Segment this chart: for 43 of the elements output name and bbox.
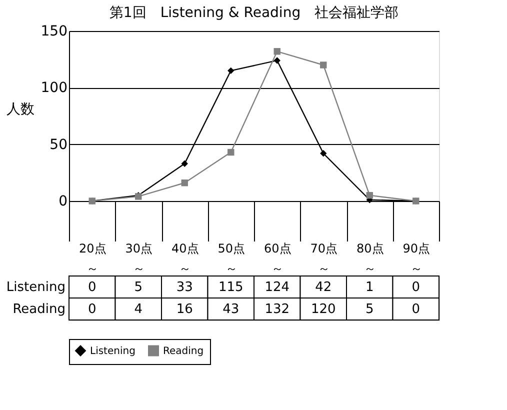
x-tick-label: 80点～ [356, 242, 384, 276]
data-label: 0 [412, 302, 420, 317]
data-label: 124 [264, 280, 290, 295]
data-label: 1 [365, 280, 374, 295]
point [320, 150, 327, 157]
data-label: 4 [134, 302, 143, 317]
y-tick-label: 100 [40, 80, 68, 96]
data-label: 16 [176, 302, 193, 317]
text: Reading [12, 302, 66, 317]
point [274, 48, 280, 55]
data-label: 0 [412, 280, 420, 295]
point [181, 160, 188, 167]
data-label: 43 [222, 302, 240, 317]
x-tick-label: 30点～ [125, 242, 153, 276]
data-label: 5 [134, 280, 143, 295]
data-label: 120 [310, 302, 336, 317]
point [320, 62, 327, 68]
data-label: 0 [88, 302, 96, 317]
chart-title: 第1回 Listening & Reading 社会福祉学部 [109, 5, 399, 21]
x-tick-label: 50点～ [218, 242, 246, 276]
x-tick-label: 20点～ [78, 242, 106, 276]
data-label: 5 [365, 302, 374, 317]
point [366, 192, 373, 199]
x-tick-label: 40点～ [171, 242, 199, 276]
x-tick-label: 70点～ [310, 242, 338, 276]
point [228, 67, 234, 74]
text: Listening [6, 280, 66, 295]
data-label: 42 [315, 280, 332, 295]
point [181, 180, 188, 186]
data-label: 33 [176, 280, 193, 295]
point [228, 148, 234, 156]
legend-label: Reading [163, 346, 204, 357]
point [274, 57, 280, 64]
y-tick-label: 50 [50, 136, 68, 153]
data-label: 0 [88, 280, 96, 295]
y-tick-label: 150 [40, 24, 68, 40]
y-axis-title: 人数 [6, 102, 34, 118]
data-label: 132 [264, 302, 290, 317]
data-label: 115 [218, 280, 244, 295]
legend-label: Listening [90, 346, 136, 357]
x-tick-label: 90点～ [402, 242, 430, 276]
y-tick-label: 0 [58, 194, 68, 210]
x-tick-label: 60点～ [264, 242, 292, 276]
